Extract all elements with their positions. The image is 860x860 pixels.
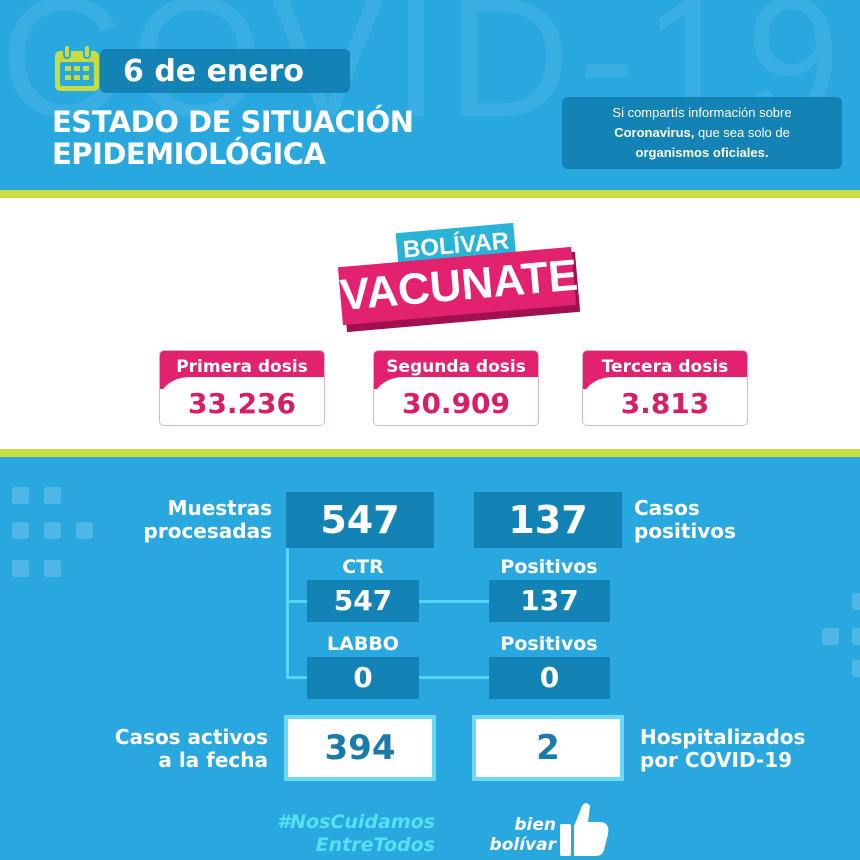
lab-ctr-positives-label: Positivos: [500, 556, 598, 578]
header: COVID-19 6 de enero ESTADO DE SITUACIÓN …: [0, 0, 860, 190]
dose-card-third: Tercera dosis 3.813: [582, 350, 748, 426]
decor-dot: [12, 487, 29, 504]
dose-card-second: Segunda dosis 30.909: [373, 350, 539, 426]
lab-labbo-positives-label: Positivos: [500, 633, 598, 655]
decor-dot: [44, 522, 61, 539]
notice-line-1: Si compartís información sobre: [612, 105, 792, 120]
lab-labbo-positives: 0: [489, 657, 610, 699]
decor-dot: [76, 522, 93, 539]
title-line-2: EPIDEMIOLÓGICA: [52, 137, 326, 171]
lab-ctr-positives: 137: [489, 580, 610, 622]
title-line-1: ESTADO DE SITUACIÓN: [52, 105, 414, 139]
divider-top: [0, 190, 860, 198]
decor-dot: [852, 628, 860, 645]
decor-dot: [852, 660, 860, 677]
decor-dot: [44, 487, 61, 504]
bien-bolivar-logo-text: bien bolívar: [489, 815, 556, 855]
dose-label: Tercera dosis: [601, 357, 729, 377]
dose-label: Primera dosis: [176, 357, 308, 377]
decor-dot: [12, 560, 29, 577]
dose-value: 3.813: [620, 387, 710, 420]
dose-value: 33.236: [187, 387, 297, 420]
decor-dot: [12, 522, 29, 539]
hospitalized-value: 2: [472, 715, 624, 781]
report-date: 6 de enero: [123, 54, 305, 89]
connector-ctr: [286, 600, 308, 603]
decor-dot: [822, 628, 839, 645]
notice-line-2: Coronavirus, que sea solo de: [614, 125, 790, 140]
divider-bottom: [0, 449, 860, 457]
dose-card-first: Primera dosis 33.236: [159, 350, 325, 426]
dose-label: Segunda dosis: [386, 357, 526, 377]
date-pill: [100, 49, 350, 93]
hashtag: #NosCuidamos EntreTodos: [276, 811, 435, 856]
decor-dot: [852, 593, 860, 610]
lab-ctr-label: CTR: [342, 556, 384, 578]
decor-dot: [44, 560, 61, 577]
official-info-notice: Si compartís información sobre Coronavir…: [562, 97, 842, 169]
dose-value: 30.909: [401, 387, 511, 420]
active-cases-value: 394: [284, 715, 436, 781]
samples-label: Muestras procesadas: [143, 496, 272, 543]
positives-label: Casos positivos: [634, 496, 736, 543]
active-cases-label: Casos activos a la fecha: [114, 725, 268, 772]
hospitalized-label: Hospitalizados por COVID-19: [640, 725, 806, 772]
lab-labbo-samples: 0: [307, 657, 419, 699]
lab-ctr-samples: 547: [307, 580, 419, 622]
thumbs-up-icon: [560, 803, 609, 856]
connector-labbo: [286, 676, 308, 679]
connector-labbo-positives: [418, 676, 490, 679]
calendar-icon: [55, 44, 99, 91]
positives-total: 137: [474, 492, 622, 548]
lab-labbo-label: LABBO: [327, 633, 399, 655]
connector-vertical: [286, 548, 289, 676]
samples-total: 547: [286, 492, 434, 548]
connector-ctr-positives: [418, 600, 490, 603]
notice-line-3: organismos oficiales.: [635, 145, 769, 160]
page-title: ESTADO DE SITUACIÓN EPIDEMIOLÓGICA: [52, 106, 414, 170]
